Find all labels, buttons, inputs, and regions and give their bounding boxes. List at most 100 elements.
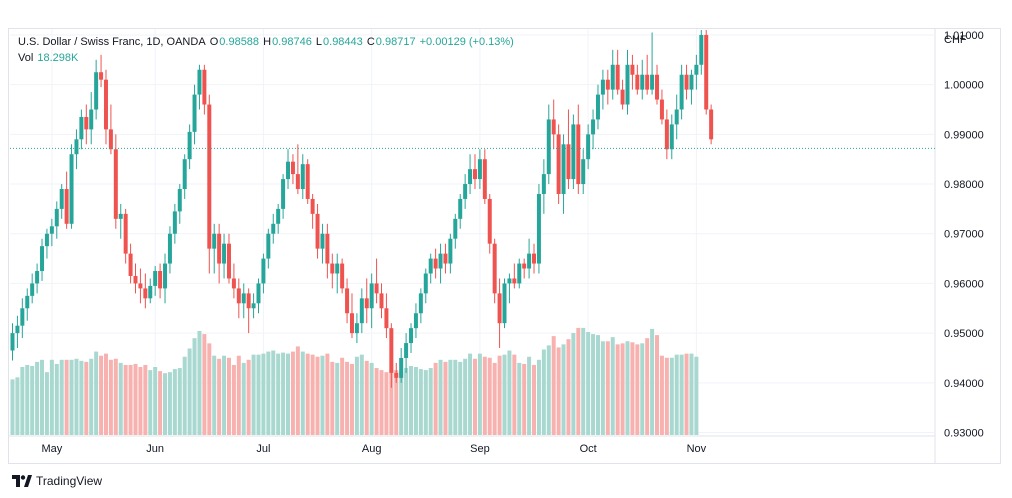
x-tick-label: Aug bbox=[362, 443, 382, 455]
candle-body bbox=[359, 298, 364, 324]
volume-bar bbox=[295, 346, 300, 435]
candle-body bbox=[389, 328, 394, 373]
candle-body bbox=[246, 293, 251, 309]
volume-bar bbox=[128, 364, 133, 435]
candle-body bbox=[625, 64, 630, 105]
candle-body bbox=[79, 116, 84, 140]
candle-body bbox=[448, 238, 453, 264]
volume-bar bbox=[394, 370, 399, 435]
volume-bar bbox=[49, 359, 54, 435]
candle-body bbox=[635, 74, 640, 90]
y-axis: 0.93000 0.94000 0.95000 0.96000 0.97000 0.980… bbox=[944, 30, 984, 440]
volume-bar bbox=[561, 344, 566, 435]
candle-body bbox=[261, 258, 266, 284]
volume-bar bbox=[546, 345, 551, 435]
volume-bar bbox=[497, 355, 502, 435]
candle-body bbox=[551, 119, 556, 135]
candle-body bbox=[374, 283, 379, 294]
volume-bar bbox=[290, 351, 295, 435]
candle-body bbox=[438, 253, 443, 269]
low-value: 0.98443 bbox=[323, 36, 363, 48]
volume-bar bbox=[330, 361, 335, 435]
volume-bar bbox=[684, 353, 689, 435]
candle-body bbox=[650, 74, 655, 90]
candle-body bbox=[645, 74, 650, 90]
candle-body bbox=[113, 149, 118, 219]
volume-bar bbox=[69, 359, 74, 435]
volume-bar bbox=[207, 343, 212, 435]
volume-bar bbox=[30, 365, 35, 435]
candle-body bbox=[177, 189, 182, 212]
volume-bar bbox=[231, 364, 236, 435]
candle-body bbox=[300, 164, 305, 190]
candle-body bbox=[197, 69, 202, 95]
volume-bar bbox=[581, 327, 586, 435]
volume-bar bbox=[325, 353, 330, 435]
candle-body bbox=[167, 233, 172, 264]
candle-body bbox=[187, 131, 192, 160]
volume-bar bbox=[423, 370, 428, 435]
volume-bar bbox=[143, 364, 148, 435]
candle-body bbox=[418, 293, 423, 314]
candle-body bbox=[89, 109, 94, 130]
candle-body bbox=[103, 79, 108, 130]
volume-bar bbox=[625, 341, 630, 435]
volume-bar bbox=[103, 353, 108, 435]
volume-bar bbox=[246, 359, 251, 435]
candle-body bbox=[379, 293, 384, 309]
volume-bar bbox=[99, 355, 104, 435]
volume-bar bbox=[512, 354, 517, 435]
candle-body bbox=[99, 72, 104, 80]
volume-bar bbox=[522, 363, 527, 435]
candle-body bbox=[704, 34, 709, 110]
volume-bar bbox=[192, 338, 197, 435]
volume-bar bbox=[35, 361, 40, 435]
candle-body bbox=[472, 169, 477, 180]
volume-bar bbox=[635, 344, 640, 435]
volume-bar bbox=[527, 356, 532, 435]
volume-bar bbox=[320, 355, 325, 435]
candle-body bbox=[241, 293, 246, 304]
volume-bar bbox=[202, 334, 207, 435]
volume-bar bbox=[197, 330, 202, 435]
candle-body bbox=[222, 243, 227, 264]
candle-body bbox=[684, 74, 689, 90]
candle-body bbox=[315, 213, 320, 249]
candle-body bbox=[286, 161, 291, 180]
candle-body bbox=[487, 198, 492, 244]
candle-body bbox=[605, 79, 610, 90]
volume-bar bbox=[177, 368, 182, 435]
volume-bar bbox=[354, 356, 359, 435]
candle-body bbox=[468, 169, 473, 185]
volume-bar bbox=[468, 353, 473, 435]
volume-bar bbox=[595, 335, 600, 435]
chart-frame bbox=[8, 28, 1001, 464]
tradingview-footer[interactable]: TradingView bbox=[12, 472, 102, 490]
candle-body bbox=[399, 357, 404, 378]
candle-body bbox=[576, 124, 581, 185]
candle-body bbox=[595, 94, 600, 120]
candle-body bbox=[69, 154, 74, 224]
volume-bar bbox=[10, 379, 15, 435]
candle-body bbox=[20, 308, 25, 326]
candle-body bbox=[659, 99, 664, 120]
volume-bar bbox=[64, 359, 69, 435]
candle-body bbox=[492, 243, 497, 294]
volume-bar bbox=[153, 367, 158, 435]
volume-bar bbox=[94, 351, 99, 435]
volume-bar bbox=[74, 358, 79, 435]
volume-bar bbox=[217, 358, 222, 435]
candle-body bbox=[571, 124, 576, 180]
candle-body bbox=[630, 64, 635, 75]
volume-bar bbox=[620, 343, 625, 435]
volume-bar bbox=[472, 358, 477, 435]
volume-bar bbox=[428, 368, 433, 435]
candle-body bbox=[689, 74, 694, 90]
candle-body bbox=[128, 253, 133, 276]
volume-bar bbox=[15, 377, 20, 435]
volume-bar bbox=[659, 355, 664, 435]
candle-body bbox=[172, 211, 177, 234]
volume-bar bbox=[310, 354, 315, 435]
volume-bar bbox=[59, 359, 64, 435]
